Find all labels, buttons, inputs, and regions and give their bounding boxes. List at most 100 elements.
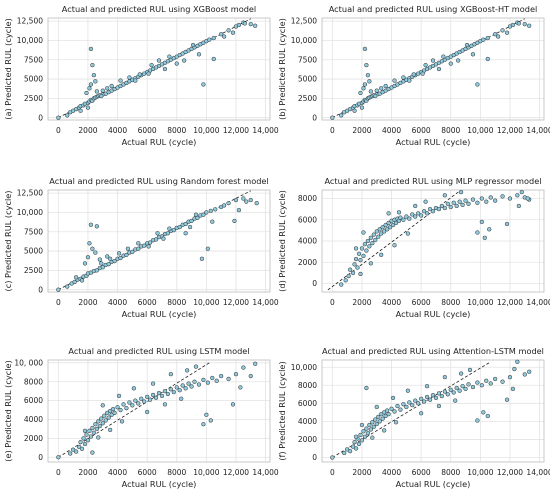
- x-tick-label: 10,000: [193, 468, 219, 477]
- data-point: [410, 212, 415, 217]
- data-point: [342, 450, 347, 456]
- data-point: [226, 200, 231, 206]
- y-tick-label: 4000: [24, 415, 43, 424]
- data-point: [93, 79, 98, 84]
- data-point: [479, 219, 484, 225]
- data-point: [106, 415, 111, 420]
- data-point: [100, 421, 105, 426]
- data-point: [419, 396, 424, 401]
- data-point: [145, 409, 150, 415]
- data-point: [376, 234, 381, 239]
- x-tick-label: 12,000: [223, 298, 249, 307]
- x-tick-label: 14,000: [252, 468, 278, 477]
- data-point: [442, 193, 447, 198]
- data-point: [368, 261, 373, 266]
- data-point: [358, 90, 363, 96]
- data-point: [367, 422, 372, 428]
- data-point: [500, 194, 505, 199]
- data-point: [253, 23, 258, 28]
- data-point: [436, 206, 442, 212]
- data-point: [219, 373, 224, 379]
- data-point: [108, 256, 113, 261]
- plot-frame: [47, 17, 271, 121]
- data-point: [350, 270, 356, 276]
- data-point: [97, 257, 102, 262]
- data-point: [515, 193, 520, 198]
- data-point: [339, 282, 344, 287]
- reference-line: [332, 361, 491, 458]
- x-tick-label: 14,000: [526, 298, 550, 307]
- data-point: [398, 407, 403, 412]
- data-point: [423, 199, 428, 204]
- data-point: [100, 88, 105, 93]
- data-point: [361, 429, 366, 434]
- data-point: [373, 93, 378, 99]
- data-point: [116, 393, 122, 399]
- data-point: [368, 235, 373, 240]
- data-point: [504, 30, 510, 35]
- x-tick-label: 8000: [441, 298, 460, 307]
- data-point: [488, 195, 493, 200]
- y-tick-label: 10,000: [291, 36, 317, 45]
- data-point: [362, 82, 368, 87]
- data-point: [73, 275, 79, 280]
- data-point: [171, 228, 176, 233]
- y-tick-label: 2500: [24, 94, 43, 103]
- data-point: [365, 430, 371, 436]
- data-point: [236, 22, 242, 28]
- data-point: [211, 35, 216, 41]
- data-point: [241, 365, 246, 370]
- data-point: [118, 78, 123, 83]
- data-point: [453, 398, 458, 403]
- data-point: [99, 93, 104, 99]
- data-point: [410, 402, 415, 408]
- data-point: [374, 421, 379, 427]
- y-tick-label: 2000: [298, 435, 317, 444]
- data-point: [516, 203, 521, 209]
- data-point: [102, 413, 107, 418]
- data-point: [248, 22, 253, 27]
- data-point: [500, 379, 505, 384]
- data-point: [427, 206, 433, 212]
- data-point: [373, 417, 378, 422]
- y-tick-label: 8000: [298, 194, 317, 203]
- data-point: [201, 422, 206, 427]
- chart-title: Actual and predicted RUL using XGBoost-H…: [329, 4, 538, 14]
- data-point: [479, 383, 484, 388]
- chart-title: Actual and predicted RUL using Random fo…: [49, 176, 268, 186]
- data-point: [85, 105, 91, 110]
- data-point: [442, 375, 447, 380]
- data-point: [485, 56, 490, 62]
- data-point: [376, 414, 381, 420]
- data-point: [116, 251, 122, 256]
- data-point: [174, 61, 179, 66]
- data-point: [232, 218, 237, 224]
- data-point: [91, 430, 97, 435]
- data-point: [174, 385, 179, 390]
- data-point: [470, 384, 476, 390]
- y-tick-label: 10,000: [17, 208, 43, 217]
- y-tick-label: 8000: [298, 381, 317, 390]
- data-point: [383, 222, 388, 228]
- y-tick-label: 4000: [298, 237, 317, 246]
- data-point: [419, 213, 424, 218]
- plot-frame: [47, 359, 271, 463]
- data-point: [424, 211, 430, 216]
- data-point: [358, 271, 363, 277]
- data-point: [419, 411, 424, 416]
- x-tick-label: 8000: [167, 468, 186, 477]
- data-point: [430, 393, 436, 398]
- data-point: [482, 235, 487, 240]
- data-point: [162, 66, 168, 72]
- data-point: [370, 240, 375, 246]
- data-point: [65, 284, 70, 289]
- y-tick-label: 0: [38, 453, 43, 462]
- x-tick-label: 0: [330, 298, 335, 307]
- data-point: [424, 384, 430, 389]
- y-tick-label: 6000: [24, 396, 43, 405]
- data-point: [133, 398, 138, 403]
- data-point: [475, 230, 480, 235]
- data-point: [93, 422, 98, 427]
- y-tick-label: 6000: [298, 215, 317, 224]
- chart-title: Actual and predicted RUL using XGBoost m…: [62, 4, 256, 14]
